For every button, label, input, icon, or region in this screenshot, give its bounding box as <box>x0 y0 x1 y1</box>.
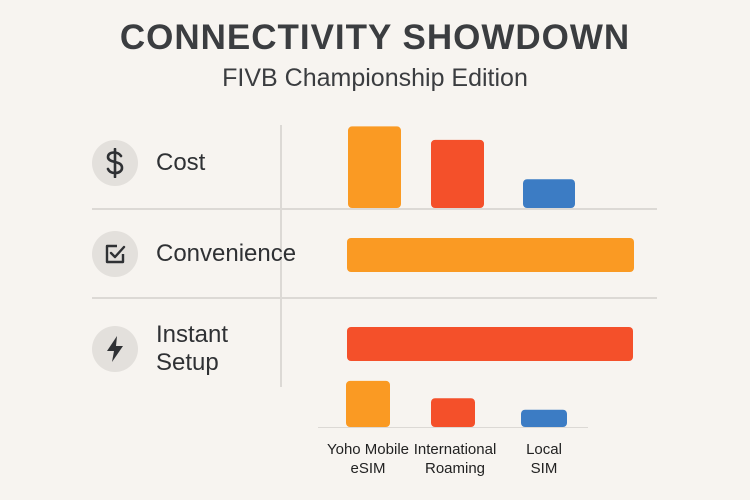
chart-title: CONNECTIVITY SHOWDOWN <box>119 18 631 57</box>
bar-convenience <box>347 238 634 272</box>
row-cost: Cost <box>92 140 205 186</box>
bar-cost-0 <box>348 126 401 208</box>
x-tick-line: Yoho Mobile <box>326 441 409 458</box>
bar-bottom-1 <box>431 398 475 427</box>
x-tick-line: eSIM <box>350 460 386 477</box>
row-label-instant-setup: Instant Setup <box>156 321 228 377</box>
bar-cost-1 <box>431 139 484 208</box>
bar-cost-2 <box>523 179 575 208</box>
label-column-divider <box>280 125 282 387</box>
row-label-instant-setup-line2: Setup <box>156 349 219 376</box>
lightning-icon <box>92 326 138 372</box>
chart-subtitle: FIVB Championship Edition <box>222 64 528 92</box>
checkbox-icon <box>92 231 138 277</box>
bar-bottom-2 <box>521 409 567 427</box>
x-tick-line: SIM <box>530 460 558 477</box>
bar-instant-setup <box>347 327 633 361</box>
row-label-convenience: Convenience <box>156 240 297 267</box>
x-tick-line: Local <box>526 441 562 458</box>
x-tick-label-roaming: International Roaming <box>400 440 510 478</box>
x-tick-line: Roaming <box>424 460 486 477</box>
bar-bottom-0 <box>346 380 390 427</box>
row-instant-setup: Instant Setup <box>92 321 228 377</box>
x-tick-label-local-sim: Local SIM <box>489 440 599 478</box>
x-tick-line: International <box>413 441 497 458</box>
row-convenience: Convenience <box>92 231 296 277</box>
x-tick-label-yoho: Yoho Mobile eSIM <box>313 440 423 478</box>
dollar-icon <box>92 140 138 186</box>
row-divider <box>92 297 657 299</box>
x-axis-line <box>318 427 588 428</box>
row-label-cost: Cost <box>156 149 206 176</box>
row-label-instant-setup-line1: Instant <box>156 321 229 348</box>
row-divider <box>92 208 657 210</box>
